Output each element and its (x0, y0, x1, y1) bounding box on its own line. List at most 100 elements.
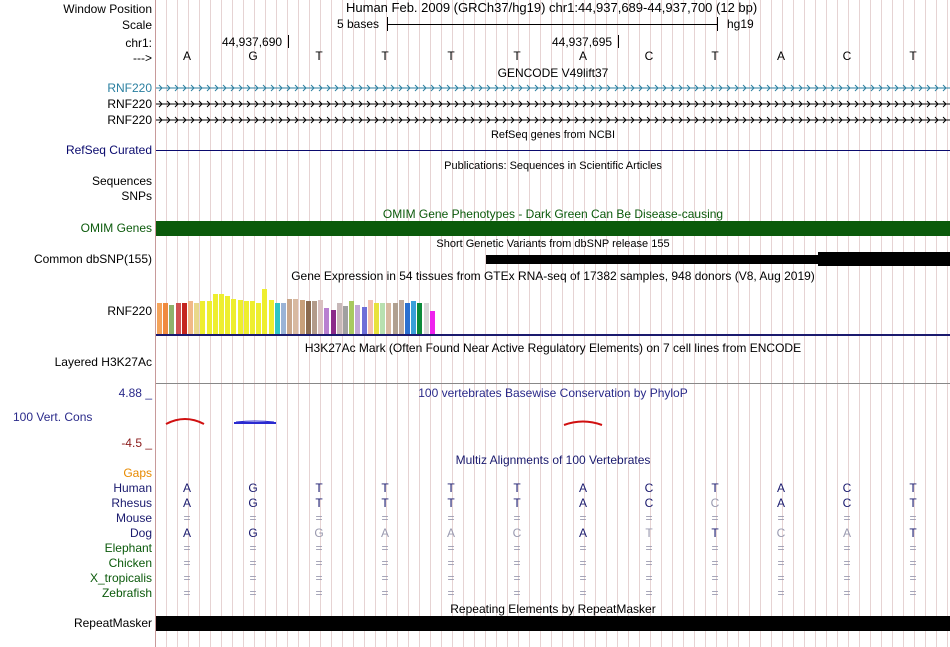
multiz-species-label[interactable]: Chicken (108, 556, 152, 570)
gtex-tissue-bar[interactable] (343, 306, 348, 334)
ruler-base: T (315, 49, 323, 63)
multiz-base: = (381, 586, 389, 600)
gtex-tissue-bar[interactable] (380, 303, 386, 334)
gencode-strand-arrow (430, 84, 435, 92)
gencode-strand-arrow (926, 84, 931, 92)
gencode-strand-arrow (246, 116, 251, 124)
gtex-tissue-bar[interactable] (336, 303, 342, 334)
gencode-gene-label[interactable]: RNF220 (107, 81, 152, 95)
gencode-strand-arrow (166, 84, 171, 92)
gencode-strand-arrow (262, 116, 267, 124)
gtex-tissue-bar[interactable] (386, 303, 392, 334)
publications-sequences-label[interactable]: Sequences (91, 174, 152, 188)
gtex-tissue-bar[interactable] (194, 303, 200, 334)
ruler-base: T (711, 49, 719, 63)
gtex-tissue-bar[interactable] (287, 299, 293, 334)
gtex-tissue-bar[interactable] (398, 300, 404, 334)
gtex-label[interactable]: RNF220 (107, 304, 152, 318)
gencode-strand-arrow (934, 116, 939, 124)
gtex-tissue-bar[interactable] (330, 310, 336, 334)
gencode-strand-arrow (494, 116, 499, 124)
gtex-tissue-bar[interactable] (256, 303, 262, 334)
gtex-tissue-bar[interactable] (157, 303, 162, 334)
gencode-strand-arrow (742, 116, 747, 124)
gtex-tissue-bar[interactable] (237, 300, 243, 334)
refseq-gene-line[interactable] (156, 150, 950, 151)
scale-bases-text: 5 bases (337, 17, 380, 31)
gtex-tissue-bar[interactable] (305, 301, 311, 334)
gtex-tissue-bar[interactable] (219, 294, 224, 334)
gtex-tissue-bar[interactable] (293, 299, 299, 334)
omim-label[interactable]: OMIM Genes (80, 221, 152, 235)
gtex-tissue-bar[interactable] (281, 303, 286, 334)
h3k27ac-label[interactable]: Layered H3K27Ac (54, 355, 152, 369)
gtex-tissue-bar[interactable] (392, 303, 398, 334)
multiz-base: = (711, 586, 719, 600)
gtex-tissue-bar[interactable] (181, 303, 187, 334)
multiz-species-label[interactable]: X_tropicalis (89, 571, 152, 585)
dbsnp-variant-thin[interactable] (486, 255, 818, 264)
gtex-tissue-bar[interactable] (188, 301, 193, 334)
refseq-label[interactable]: RefSeq Curated (65, 143, 152, 157)
multiz-base: = (777, 571, 785, 585)
gtex-tissue-bar[interactable] (262, 289, 268, 334)
gencode-strand-arrow (286, 100, 291, 108)
gtex-tissue-bar[interactable] (417, 303, 423, 334)
gtex-tissue-bar[interactable] (274, 303, 280, 334)
gtex-tissue-bar[interactable] (355, 305, 361, 334)
multiz-species-label[interactable]: Mouse (115, 511, 152, 525)
repeatmasker-label[interactable]: RepeatMasker (73, 616, 152, 630)
gencode-gene-line[interactable] (156, 99, 950, 109)
gencode-strand-arrow (662, 116, 667, 124)
gtex-tissue-bar[interactable] (423, 303, 429, 334)
repeatmasker-bar[interactable] (156, 616, 950, 631)
dbsnp-variant-thick[interactable] (818, 252, 950, 266)
gencode-strand-arrow (878, 100, 883, 108)
multiz-species-label[interactable]: Elephant (104, 541, 152, 555)
gtex-tissue-bar[interactable] (163, 303, 169, 334)
gencode-strand-arrow (678, 100, 683, 108)
gtex-tissue-bar[interactable] (411, 301, 417, 334)
multiz-species-label[interactable]: Dog (129, 526, 152, 540)
gencode-strand-arrow (294, 100, 299, 108)
gtex-tissue-bar[interactable] (299, 300, 305, 334)
gtex-tissue-bar[interactable] (405, 303, 410, 334)
gencode-strand-arrow (366, 100, 371, 108)
gtex-tissue-bar[interactable] (324, 308, 330, 334)
multiz-species-label[interactable]: Rhesus (111, 496, 152, 510)
gtex-tissue-bar[interactable] (268, 300, 274, 334)
phylop-peak-3 (563, 420, 603, 426)
gtex-tissue-bar[interactable] (250, 301, 255, 334)
gtex-tissue-bar[interactable] (374, 303, 379, 334)
gtex-tissue-bar[interactable] (169, 305, 175, 334)
multiz-gaps-label[interactable]: Gaps (123, 466, 152, 480)
publications-snps-label[interactable]: SNPs (121, 189, 152, 203)
gtex-tissue-bar[interactable] (312, 301, 317, 334)
gencode-gene-line[interactable] (156, 115, 950, 125)
gencode-gene-line[interactable] (156, 83, 950, 93)
omim-gene-bar[interactable] (156, 221, 950, 236)
gtex-tissue-bar[interactable] (175, 303, 181, 334)
phylop-label[interactable]: 100 Vert. Cons (13, 410, 93, 424)
gtex-tissue-bar[interactable] (231, 299, 237, 334)
multiz-base: = (447, 541, 455, 555)
multiz-species-label[interactable]: Human (113, 481, 152, 495)
gencode-gene-label[interactable]: RNF220 (107, 97, 152, 111)
gtex-tissue-bar[interactable] (225, 296, 231, 334)
dbsnp-label[interactable]: Common dbSNP(155) (33, 252, 152, 266)
gencode-strand-arrow (566, 84, 571, 92)
gtex-tissue-bar[interactable] (200, 301, 206, 334)
gtex-tissue-bar[interactable] (349, 301, 355, 334)
gtex-tissue-bar[interactable] (367, 300, 373, 334)
multiz-base: = (513, 571, 521, 585)
gtex-tissue-bar[interactable] (212, 294, 218, 334)
gtex-tissue-bar[interactable] (243, 301, 249, 334)
gtex-tissue-bar[interactable] (361, 307, 367, 334)
gtex-tissue-bar[interactable] (206, 301, 212, 334)
multiz-species-label[interactable]: Zebrafish (101, 586, 152, 600)
gtex-tissue-bar[interactable] (318, 300, 324, 334)
multiz-base: A (578, 526, 587, 540)
gencode-gene-label[interactable]: RNF220 (107, 113, 152, 127)
gtex-tissue-bar[interactable] (429, 311, 435, 334)
gencode-strand-arrow (158, 84, 163, 92)
